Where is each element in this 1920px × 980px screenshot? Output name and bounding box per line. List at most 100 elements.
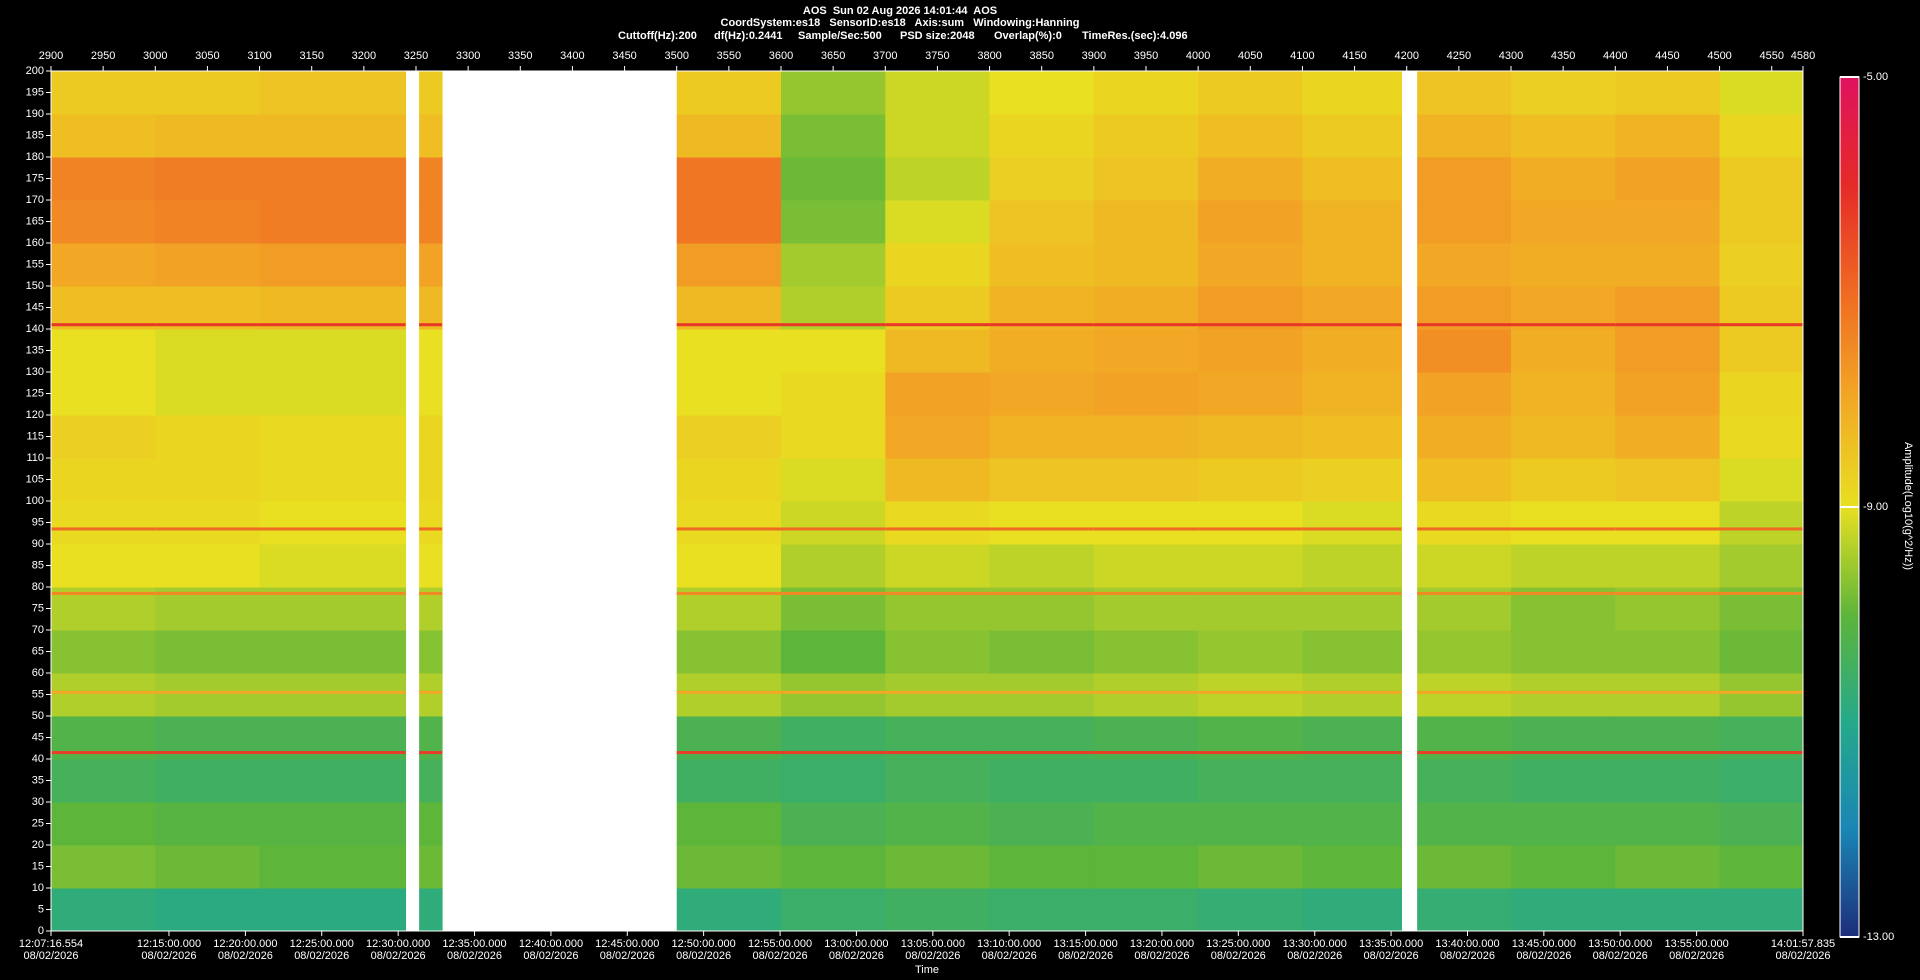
- heat-cell: [1417, 71, 1512, 115]
- x-tick-label: 3550: [717, 50, 741, 62]
- heatmap: [51, 71, 1804, 932]
- heat-cell: [1198, 630, 1303, 674]
- heat-cell: [885, 458, 991, 502]
- tone-line: [419, 751, 443, 755]
- heat-cell: [1511, 200, 1616, 244]
- heat-cell: [781, 501, 886, 545]
- time-tick-label: 13:45:00.000: [1512, 938, 1576, 950]
- axes: 2900 2950 3000 3050 3100 3150 3200 3250 3300 3350…: [19, 50, 1894, 962]
- heat-cell: [885, 501, 991, 545]
- heat-cell: [1719, 372, 1804, 416]
- x-tick-label: 4550: [1759, 50, 1783, 62]
- y-tick-label: 75: [32, 602, 44, 614]
- heat-cell: [885, 200, 991, 244]
- y-tick-label: 165: [26, 215, 44, 227]
- heat-cell: [989, 286, 1095, 330]
- tone-line: [676, 690, 781, 694]
- tone-line: [1198, 323, 1303, 327]
- heat-cell: [1302, 458, 1402, 502]
- tone-line: [51, 323, 156, 327]
- heat-cell: [1511, 415, 1616, 459]
- tone-line: [155, 591, 260, 595]
- tone-line: [1417, 591, 1511, 595]
- heat-cell: [1511, 501, 1616, 545]
- chart-title: AOS Sun 02 Aug 2026 14:01:44 AOS: [803, 5, 997, 17]
- date-tick-label: 08/02/2026: [753, 950, 808, 962]
- date-tick-label: 08/02/2026: [905, 950, 960, 962]
- heat-cell: [1093, 501, 1199, 545]
- heat-cell: [419, 415, 443, 459]
- tone-line: [989, 591, 1094, 595]
- heat-cell: [1093, 157, 1199, 201]
- x-tick-label: 3750: [925, 50, 949, 62]
- heat-cell: [1093, 329, 1199, 373]
- heat-cell: [1615, 802, 1721, 846]
- tone-line: [51, 751, 156, 755]
- tone-line: [1615, 690, 1720, 694]
- heat-cell: [155, 630, 261, 674]
- heat-cell: [676, 243, 782, 287]
- tone-line: [1615, 751, 1720, 755]
- y-tick-label: 120: [26, 409, 44, 421]
- y-tick-label: 180: [26, 151, 44, 163]
- heat-cell: [1302, 372, 1402, 416]
- heat-cell: [1511, 802, 1616, 846]
- heat-cell: [1719, 415, 1804, 459]
- heat-cell: [1093, 544, 1199, 588]
- tone-line: [781, 591, 886, 595]
- y-tick-label: 145: [26, 301, 44, 313]
- tone-line: [1417, 690, 1511, 694]
- tone-line: [1093, 690, 1199, 694]
- heat-cell: [1198, 286, 1303, 330]
- heat-cell: [1511, 673, 1616, 717]
- heat-cell: [1615, 544, 1721, 588]
- heat-cell: [885, 888, 991, 932]
- colorbar-label: Amplitude(Log10(g^2/Hz)): [1902, 442, 1914, 570]
- heat-cell: [1615, 845, 1721, 889]
- heat-cell: [1093, 114, 1199, 158]
- heat-cell: [676, 71, 782, 115]
- heat-cell: [1511, 372, 1616, 416]
- heat-cell: [1615, 329, 1721, 373]
- heat-cell: [419, 888, 443, 932]
- tone-line: [989, 323, 1094, 327]
- heat-cell: [1302, 845, 1402, 889]
- heat-cell: [885, 544, 991, 588]
- heat-cell: [1093, 673, 1199, 717]
- tone-line: [51, 527, 156, 531]
- heat-cell: [1719, 458, 1804, 502]
- heat-cell: [1417, 845, 1512, 889]
- heat-cell: [155, 157, 261, 201]
- heat-cell: [51, 458, 156, 502]
- heat-cell: [1719, 243, 1804, 287]
- heat-cell: [781, 544, 886, 588]
- heat-cell: [1511, 286, 1616, 330]
- tone-line: [1198, 751, 1303, 755]
- tone-line: [1302, 323, 1402, 327]
- heat-cell: [885, 372, 991, 416]
- info-text: PSD size:2048: [900, 30, 975, 42]
- heat-cell: [1417, 501, 1512, 545]
- heat-cell: [1198, 845, 1303, 889]
- y-tick-label: 190: [26, 108, 44, 120]
- heat-cell: [1302, 157, 1402, 201]
- heat-cell: [1615, 243, 1721, 287]
- heat-cell: [259, 673, 407, 717]
- heat-cell: [1093, 888, 1199, 932]
- tone-line: [1511, 690, 1616, 694]
- heat-cell: [51, 673, 156, 717]
- heat-cell: [989, 243, 1095, 287]
- y-tick-label: 20: [32, 839, 44, 851]
- x-tick-label: 3400: [560, 50, 584, 62]
- heat-cell: [1302, 415, 1402, 459]
- heat-cell: [1093, 458, 1199, 502]
- date-tick-label: 08/02/2026: [676, 950, 731, 962]
- x-tick-label: 3100: [247, 50, 271, 62]
- heat-cell: [989, 845, 1095, 889]
- heat-cell: [155, 802, 261, 846]
- tone-line: [1093, 751, 1199, 755]
- heat-cell: [989, 415, 1095, 459]
- tone-line: [1302, 527, 1402, 531]
- x-tick-label: 4500: [1707, 50, 1731, 62]
